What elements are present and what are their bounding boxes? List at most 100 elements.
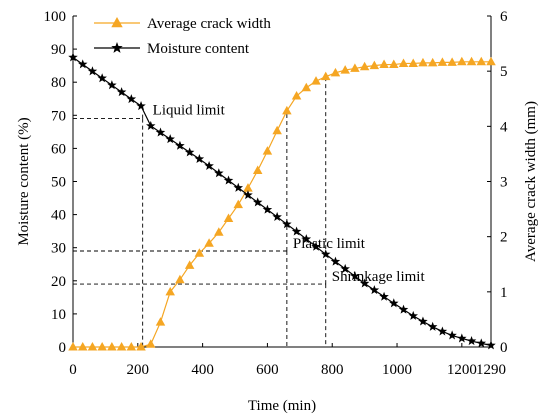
data-point-star — [291, 226, 302, 236]
series-layer — [68, 52, 496, 351]
data-point-triangle — [136, 342, 146, 351]
data-point-triangle — [379, 59, 389, 69]
data-point-triangle — [77, 342, 88, 351]
y-left-tick-label: 30 — [51, 241, 66, 257]
data-point-triangle — [223, 213, 234, 222]
x-tick-label: 200 — [127, 362, 150, 378]
data-point-triangle — [291, 90, 302, 100]
data-point-triangle — [359, 61, 370, 71]
data-point-triangle — [311, 76, 321, 85]
data-point-triangle — [476, 56, 487, 66]
y-axis-right-label: Average crack width (mm) — [523, 101, 539, 262]
y-left-tick-label: 10 — [51, 307, 66, 323]
data-point-triangle — [282, 105, 292, 115]
y-right-tick-label: 2 — [500, 230, 508, 246]
y-left-tick-label: 60 — [51, 141, 66, 157]
data-point-triangle — [272, 125, 282, 135]
data-point-star — [272, 211, 282, 221]
data-point-star — [427, 321, 438, 331]
y-left-tick-label: 20 — [51, 274, 66, 290]
data-point-star — [311, 241, 321, 251]
data-point-triangle — [214, 227, 224, 236]
legend-marker-triangle — [111, 17, 123, 28]
data-point-triangle — [437, 57, 448, 66]
y-left-tick-label: 50 — [51, 175, 66, 191]
y-axis-left-label: Moisture content (%) — [16, 117, 32, 245]
data-point-star — [136, 101, 146, 111]
data-point-star — [369, 285, 380, 295]
data-point-star — [116, 87, 127, 97]
data-point-star — [97, 73, 107, 83]
data-point-star — [194, 153, 205, 164]
data-point-triangle — [155, 317, 166, 326]
y-left-tick-label: 100 — [44, 9, 67, 25]
data-point-star — [204, 160, 214, 170]
data-point-triangle — [146, 339, 156, 348]
data-point-star — [389, 298, 399, 308]
data-point-star — [457, 333, 467, 343]
annotation-label: Shrinkage limit — [332, 269, 426, 285]
data-point-star — [107, 80, 117, 90]
y-right-tick-label: 0 — [500, 340, 508, 356]
y-left-tick-label: 90 — [51, 42, 66, 58]
annotations: Liquid limit Plastic limit Shrinkage limit — [153, 103, 426, 285]
legend: Average crack width Moisture content — [94, 16, 271, 57]
series-line — [73, 61, 491, 348]
data-point-triangle — [320, 71, 331, 81]
y-right-tick-label: 6 — [500, 9, 508, 25]
annotation-label: Plastic limit — [293, 236, 366, 252]
y-left-tick-label: 80 — [51, 75, 66, 91]
data-point-star — [359, 278, 370, 288]
data-point-triangle — [68, 342, 78, 351]
y-right-tick-label: 5 — [500, 64, 508, 80]
data-point-triangle — [389, 59, 399, 69]
y-right-tick-label: 4 — [500, 119, 508, 135]
legend-label: Moisture content — [147, 41, 250, 57]
data-point-triangle — [165, 286, 175, 296]
data-point-triangle — [398, 58, 409, 67]
data-point-triangle — [486, 56, 496, 66]
data-point-star — [243, 190, 253, 200]
data-point-star — [214, 168, 224, 178]
data-point-star — [447, 330, 457, 340]
data-point-triangle — [126, 342, 137, 351]
data-point-star — [437, 326, 448, 336]
data-point-star — [155, 127, 166, 137]
data-point-triangle — [340, 65, 350, 74]
axes: 0 200 400 600 800 1000 1200 1290010203040506070… — [44, 9, 509, 378]
data-point-triangle — [301, 82, 312, 92]
data-point-star — [126, 94, 137, 104]
y-left-tick-label: 0 — [59, 340, 67, 356]
data-point-triangle — [369, 60, 380, 70]
limit-guide-lines — [73, 76, 327, 347]
data-point-star — [233, 182, 244, 192]
x-tick-label: 1200 — [447, 362, 477, 378]
data-point-triangle — [418, 57, 428, 67]
data-point-star — [68, 52, 78, 62]
series-line — [72, 56, 492, 346]
y-right-tick-label: 3 — [500, 175, 508, 191]
data-point-triangle — [243, 183, 253, 192]
data-point-triangle — [350, 63, 360, 72]
x-tick-label: 800 — [321, 362, 344, 378]
data-point-triangle — [427, 57, 438, 67]
data-point-star — [418, 316, 428, 326]
data-point-star — [77, 59, 88, 69]
data-point-triangle — [204, 238, 214, 247]
data-point-triangle — [466, 56, 477, 66]
legend-marker-star — [111, 42, 123, 53]
data-point-star — [87, 66, 98, 76]
data-point-star — [350, 271, 360, 281]
data-point-star — [146, 120, 156, 130]
series-moisture-content — [68, 52, 496, 350]
data-point-star — [486, 340, 496, 350]
data-point-triangle — [457, 56, 467, 66]
data-point-triangle — [107, 342, 117, 351]
data-point-triangle — [116, 342, 127, 351]
data-point-triangle — [175, 274, 185, 284]
data-point-star — [476, 338, 487, 348]
data-point-triangle — [447, 57, 457, 66]
data-point-star — [340, 263, 350, 273]
y-left-tick-label: 70 — [51, 108, 66, 124]
